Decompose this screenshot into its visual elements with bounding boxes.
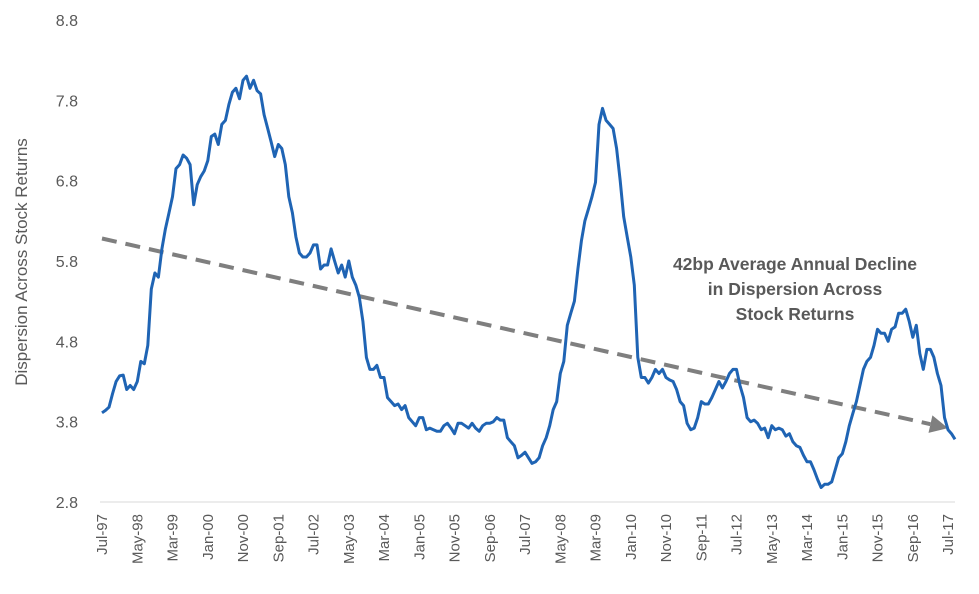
x-tick-label: May-98 [129,514,146,564]
y-tick-label: 5.8 [56,254,78,271]
annotation-line-2: in Dispersion Across [708,279,883,299]
y-axis-title: Dispersion Across Stock Returns [12,138,31,386]
x-tick-label: Mar-14 [799,514,816,562]
y-tick-label: 6.8 [56,174,78,191]
series-line [101,74,957,489]
x-tick-label: May-03 [341,514,358,564]
x-tick-label: May-13 [764,514,781,564]
x-tick-label: Nov-10 [658,514,675,562]
x-tick-label: Sep-16 [905,514,922,562]
x-tick-label: Mar-09 [588,514,605,562]
y-tick-label: 4.8 [56,334,78,351]
x-tick-label: May-08 [552,514,569,564]
x-tick-label: Jan-15 [834,514,851,560]
x-tick-label: Mar-99 [165,514,182,562]
x-tick-label: Jul-07 [517,514,534,555]
x-tick-label: Jul-02 [306,514,323,555]
x-tick-label: Nov-15 [870,514,887,562]
y-tick-labels: 8.8 7.8 6.8 5.8 4.8 3.8 2.8 [56,13,78,512]
y-tick-label: 2.8 [56,495,78,512]
y-tick-label: 8.8 [56,13,78,30]
x-tick-label: Sep-11 [693,514,710,561]
y-tick-label: 3.8 [56,415,78,432]
annotation-line-3: Stock Returns [736,304,855,324]
x-tick-label: Jul-17 [940,514,957,555]
trend-line [101,236,931,427]
trend-arrow-head [928,415,948,433]
y-tick-label: 7.8 [56,93,78,110]
x-tick-label: Jul-12 [729,514,746,555]
x-tick-label: Jan-10 [623,514,640,560]
x-tick-labels: Jul-97 May-98 Mar-99 Jan-00 Nov-00 Sep-01 Jul-… [94,514,957,564]
x-tick-label: Mar-04 [376,514,393,562]
x-tick-label: Jan-00 [200,514,217,560]
x-tick-label: Jan-05 [411,514,428,560]
annotation-line-1: 42bp Average Annual Decline [673,254,917,274]
x-tick-label: Jul-97 [94,514,111,555]
x-tick-label: Sep-01 [270,514,287,562]
x-tick-label: Nov-05 [447,514,464,562]
x-tick-label: Sep-06 [482,514,499,562]
x-tick-label: Nov-00 [235,514,252,562]
